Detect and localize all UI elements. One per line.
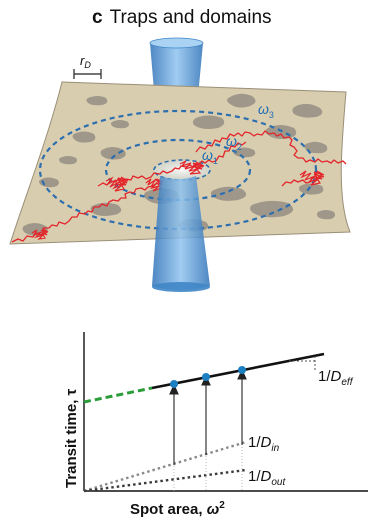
domain (299, 183, 324, 195)
arrows (169, 368, 247, 465)
domain (304, 141, 328, 154)
domain (86, 96, 108, 106)
domain (233, 147, 256, 158)
domain (59, 156, 77, 165)
trajectory-clusters (31, 160, 325, 240)
spot-ring-3 (38, 109, 318, 231)
laser-beam-top (149, 37, 204, 49)
domain (250, 200, 294, 218)
extrapolation-line (83, 386, 153, 404)
data-point (202, 373, 210, 381)
domain (100, 147, 126, 160)
line-din (83, 440, 247, 493)
domain (72, 131, 96, 143)
x-axis-label: Spot area, ω2 (130, 500, 225, 518)
scale-bar: rD (73, 53, 102, 79)
domain (210, 186, 247, 201)
domain (292, 103, 323, 118)
panel-letter: c (92, 7, 103, 28)
domain (111, 120, 129, 129)
domain (192, 115, 225, 129)
laser-beam-bottom (152, 282, 210, 292)
effective-line (151, 352, 325, 390)
label-dout: 1/Dout (248, 468, 286, 488)
label-din: 1/Din (248, 434, 280, 454)
label-deff: 1/Deff (318, 368, 354, 388)
line-dout (83, 468, 247, 493)
domain (317, 210, 335, 220)
y-axis-label: Transit time, τ (63, 388, 80, 488)
domain (227, 93, 256, 108)
data-point (170, 380, 178, 388)
spot-label-2: ω2 (226, 133, 242, 152)
data-point (238, 366, 246, 374)
spot-label-1: ω1 (202, 147, 218, 166)
guides (173, 372, 243, 491)
spot-label-3: ω3 (258, 101, 274, 120)
transit-time-plot: 1/Deff 1/Din 1/Dout Transit time, τ Spot… (63, 332, 368, 518)
laser-beam-lower (152, 176, 210, 290)
scale-bar-label: rD (80, 53, 91, 70)
membrane-illustration: rD ω1 ω2 ω3 (9, 37, 351, 292)
panel-title-text: Traps and domains (109, 7, 272, 28)
domain (90, 202, 122, 216)
panel-title: c Traps and domains (92, 7, 272, 29)
